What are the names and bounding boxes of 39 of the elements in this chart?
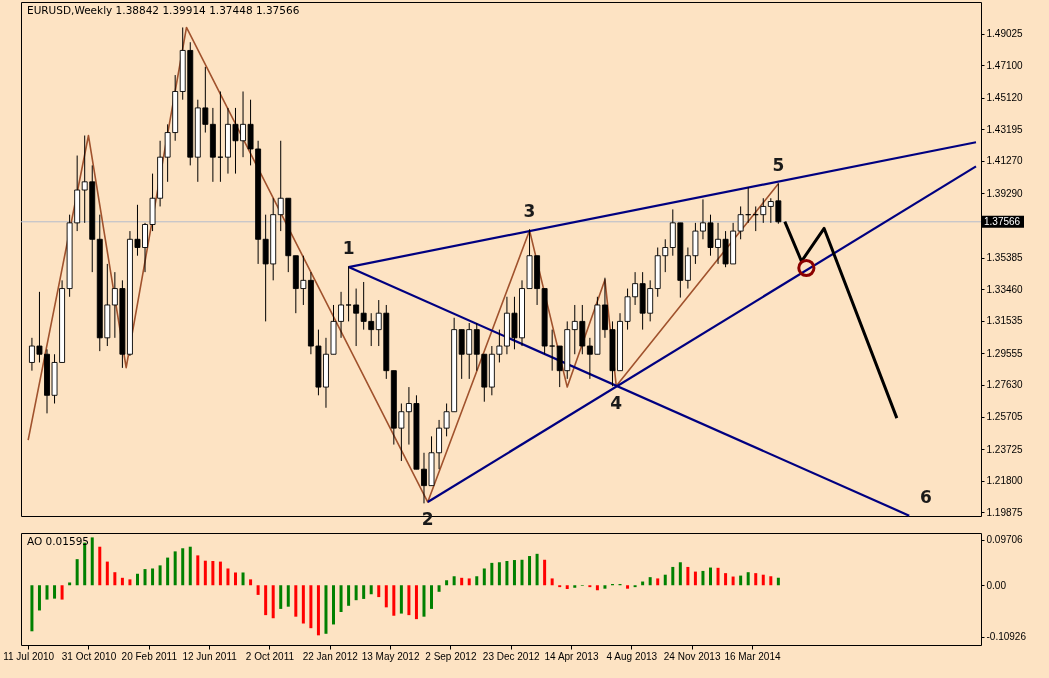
y-tick-label: 1.19875: [986, 506, 1024, 518]
x-tick-label: 24 Nov 2013: [663, 650, 721, 662]
x-tick-label: 23 Dec 2012: [482, 650, 540, 662]
x-tick-label: 13 May 2012: [361, 650, 420, 662]
y-tick-label: 0.00: [986, 579, 1007, 591]
annotation: 5: [772, 154, 785, 175]
y-tick-label: 1.23725: [986, 443, 1024, 455]
x-tick-label: 2 Sep 2012: [425, 650, 477, 662]
y-tick-label: -0.10926: [986, 631, 1027, 643]
x-tick-label: 14 Apr 2013: [544, 650, 599, 662]
annotation: 4: [610, 392, 623, 413]
ref-line-label: 1.37566: [984, 215, 1021, 227]
y-tick-label: 1.33460: [986, 283, 1024, 295]
x-tick-label: 11 Jul 2010: [3, 650, 55, 662]
y-tick-label: 1.21800: [986, 475, 1024, 487]
annotation: 6: [920, 487, 932, 507]
chart-title: AO 0.01595: [27, 535, 90, 547]
y-tick-label: 1.25705: [986, 411, 1024, 423]
y-tick-label: 1.27630: [986, 379, 1024, 391]
y-tick-label: 1.41270: [986, 155, 1024, 167]
y-tick-label: 1.31535: [986, 315, 1024, 327]
x-tick-label: 2 Oct 2011: [245, 650, 295, 662]
x-tick-label: 16 Mar 2014: [724, 650, 781, 662]
x-tick-label: 12 Jun 2011: [182, 650, 238, 662]
y-tick-label: 1.43195: [986, 123, 1024, 135]
y-tick-label: 1.47100: [986, 59, 1024, 71]
y-tick-label: 1.35385: [986, 252, 1024, 264]
x-tick-label: 31 Oct 2010: [61, 650, 117, 662]
y-tick-label: 1.45120: [986, 92, 1024, 104]
annotation: 1: [342, 238, 355, 259]
chart-title: EURUSD,Weekly 1.38842 1.39914 1.37448 1.37566: [27, 4, 300, 16]
x-tick-label: 22 Jan 2012: [302, 650, 359, 662]
y-tick-label: 1.29555: [986, 347, 1024, 359]
x-tick-label: 4 Aug 2013: [606, 650, 658, 662]
x-tick-label: 20 Feb 2011: [121, 650, 178, 662]
annotation: 3: [523, 201, 536, 222]
y-tick-label: 1.49025: [986, 28, 1024, 40]
y-tick-label: 1.39290: [986, 187, 1024, 199]
y-tick-label: 0.09706: [986, 534, 1024, 546]
